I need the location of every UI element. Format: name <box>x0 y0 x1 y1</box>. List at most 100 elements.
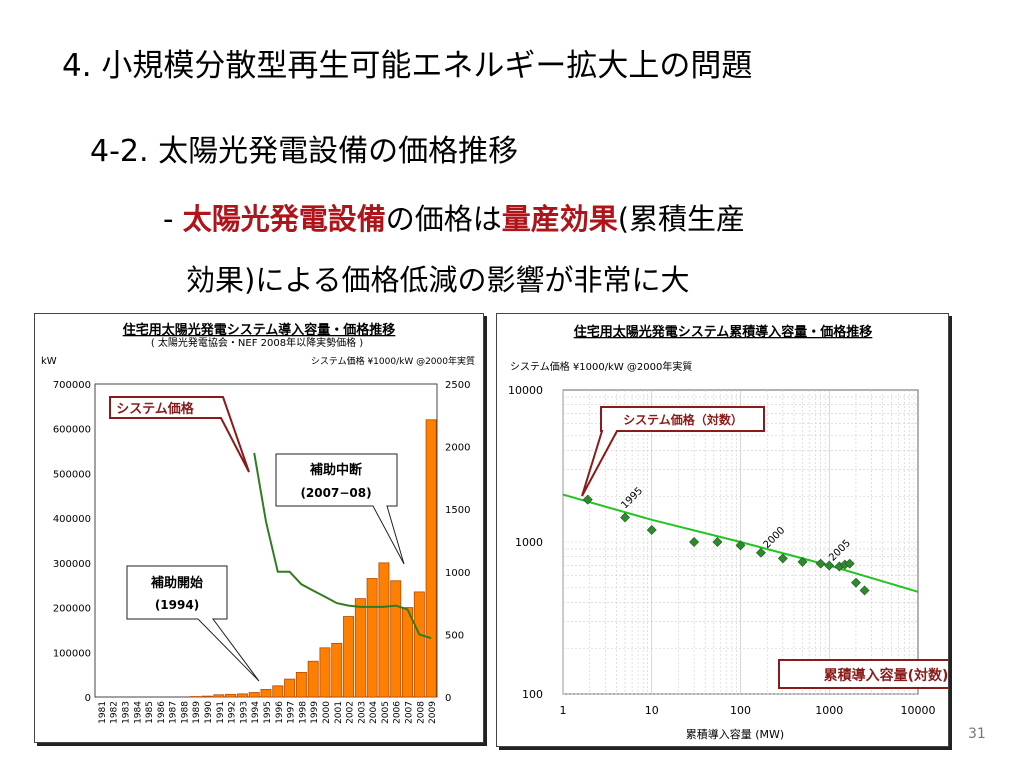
x-tick-label: 2001 <box>334 701 344 724</box>
bar <box>213 694 225 698</box>
y2-tick-label: 1500 <box>445 505 470 516</box>
bar <box>236 693 248 698</box>
bar <box>354 598 366 698</box>
y-axis-label: kW <box>41 356 57 367</box>
bar <box>248 692 260 698</box>
y-tick-label: 300000 <box>53 559 91 570</box>
y-tick-label: 100 <box>522 688 543 701</box>
x-tick-label: 1981 <box>98 701 108 724</box>
callout-cumulative-capacity-text: 累積導入容量(対数) <box>824 667 948 684</box>
x-tick-label: 1988 <box>180 701 190 724</box>
x-tick-label: 1989 <box>192 701 202 724</box>
x-tick-label: 1983 <box>121 701 131 724</box>
bar <box>378 562 390 698</box>
x-tick-label: 2002 <box>346 701 356 724</box>
callout-log-price-text: システム価格（対数） <box>623 412 743 427</box>
callout-cumulative-capacity: 累積導入容量(対数) <box>778 659 995 689</box>
bar-chart: 住宅用太陽光発電システム導入容量・価格推移 ( 太陽光発電協会・NEF 2008… <box>41 322 475 724</box>
callout-subsidy-start: 補助開始 (1994) <box>126 565 260 682</box>
bar <box>390 580 402 698</box>
callout-subsidy-stop-text: 補助中断 <box>309 462 362 478</box>
data-point <box>735 540 746 551</box>
bullet-line-1: - 太陽光発電設備の価格は量産効果(累積生産 <box>163 196 745 238</box>
bar <box>331 642 343 698</box>
y-tick-label: 700000 <box>53 380 91 391</box>
bullet-emphasis-pv: 太陽光発電設備 <box>182 202 386 236</box>
bar <box>225 693 237 698</box>
y-tick-label: 10000 <box>508 384 543 397</box>
x-tick-label: 1999 <box>310 701 320 724</box>
y2-axis-label: システム価格 ¥1000/kW @2000年実質 <box>311 355 475 367</box>
slide-title: 4. 小規模分散型再生可能エネルギー拡大上の問題 <box>62 48 753 84</box>
bullet-emphasis-mass: 量産効果 <box>501 202 618 236</box>
page-number: 31 <box>968 726 986 742</box>
data-point <box>712 537 723 547</box>
bullet-text-2: (累積生産 <box>617 202 746 236</box>
x-tick-label: 2003 <box>357 701 367 724</box>
x-tick-label: 2009 <box>428 701 438 724</box>
chart-title: 住宅用太陽光発電システム導入容量・価格推移 <box>123 322 396 338</box>
data-point <box>620 512 630 523</box>
slide-subtitle: 4-2. 太陽光発電設備の価格推移 <box>90 134 519 169</box>
bar <box>343 616 355 698</box>
bar <box>402 607 413 698</box>
y-tick-label: 1000 <box>515 536 543 549</box>
chart-title: 住宅用太陽光発電システム累積導入容量・価格推移 <box>574 324 873 340</box>
y-tick-label: 0 <box>85 693 91 704</box>
data-point <box>844 558 855 569</box>
x-tick-label: 1990 <box>204 701 214 724</box>
bar <box>413 591 425 698</box>
x-tick-label: 2006 <box>393 701 403 724</box>
chart-subtitle: ( 太陽光発電協会・NEF 2008年以降実勢価格 ) <box>151 336 363 349</box>
callout-system-price-text: システム価格 <box>116 401 195 417</box>
x-tick-label: 1997 <box>287 701 297 724</box>
bar <box>295 672 307 698</box>
x-tick-label: 2005 <box>381 701 391 724</box>
data-point <box>797 556 808 567</box>
y-tick-label: 600000 <box>53 425 91 436</box>
data-point <box>824 560 835 571</box>
data-point <box>777 553 788 564</box>
bar <box>366 578 378 698</box>
bar <box>425 419 437 698</box>
y2-tick-label: 1000 <box>445 568 470 579</box>
callout-subsidy-stop: 補助中断 (2007−08) <box>275 453 405 565</box>
bullet-dash: - <box>163 202 183 236</box>
scatter-chart: 住宅用太陽光発電システム累積導入容量・価格推移 システム価格 ¥1000/kW … <box>508 324 995 741</box>
x-tick-label: 10000 <box>901 704 936 717</box>
bar <box>260 688 272 698</box>
data-point <box>815 558 826 569</box>
callout-subsidy-start-years: (1994) <box>155 598 199 612</box>
x-tick-label: 1000 <box>815 704 843 717</box>
y-axis-label: システム価格 ¥1000/kW @2000年実質 <box>510 360 692 373</box>
x-tick-label: 1995 <box>263 701 273 724</box>
y-tick-label: 400000 <box>53 514 91 525</box>
y2-tick-label: 500 <box>445 630 464 641</box>
x-tick-label: 100 <box>730 704 751 717</box>
callout-log-price: システム価格（対数） <box>581 406 765 497</box>
bullet-line-2: 効果)による価格低減の影響が非常に大 <box>186 263 690 297</box>
y-tick-label: 500000 <box>53 469 91 480</box>
bar <box>319 647 331 698</box>
bar <box>284 678 296 698</box>
x-tick-label: 1991 <box>216 701 226 724</box>
x-tick-label: 2004 <box>369 701 379 724</box>
data-point <box>689 537 700 547</box>
y2-tick-label: 2500 <box>445 380 470 391</box>
x-tick-label: 1985 <box>145 701 155 724</box>
x-tick-label: 1992 <box>228 701 238 724</box>
x-axis-label: 累積導入容量 (MW) <box>686 727 784 741</box>
y-tick-label: 100000 <box>53 648 91 659</box>
y2-tick-label: 0 <box>445 693 451 704</box>
y-tick-label: 200000 <box>53 604 91 615</box>
data-point <box>756 547 766 558</box>
x-tick-label: 1994 <box>251 701 261 724</box>
data-point <box>646 525 657 535</box>
data-point <box>851 577 861 588</box>
x-tick-label: 2007 <box>405 701 415 724</box>
x-tick-label: 2008 <box>416 701 426 724</box>
bar <box>201 695 213 698</box>
x-tick-label: 10 <box>645 704 659 717</box>
x-tick-label: 2000 <box>322 701 332 724</box>
callout-subsidy-start-text: 補助開始 <box>150 575 203 591</box>
